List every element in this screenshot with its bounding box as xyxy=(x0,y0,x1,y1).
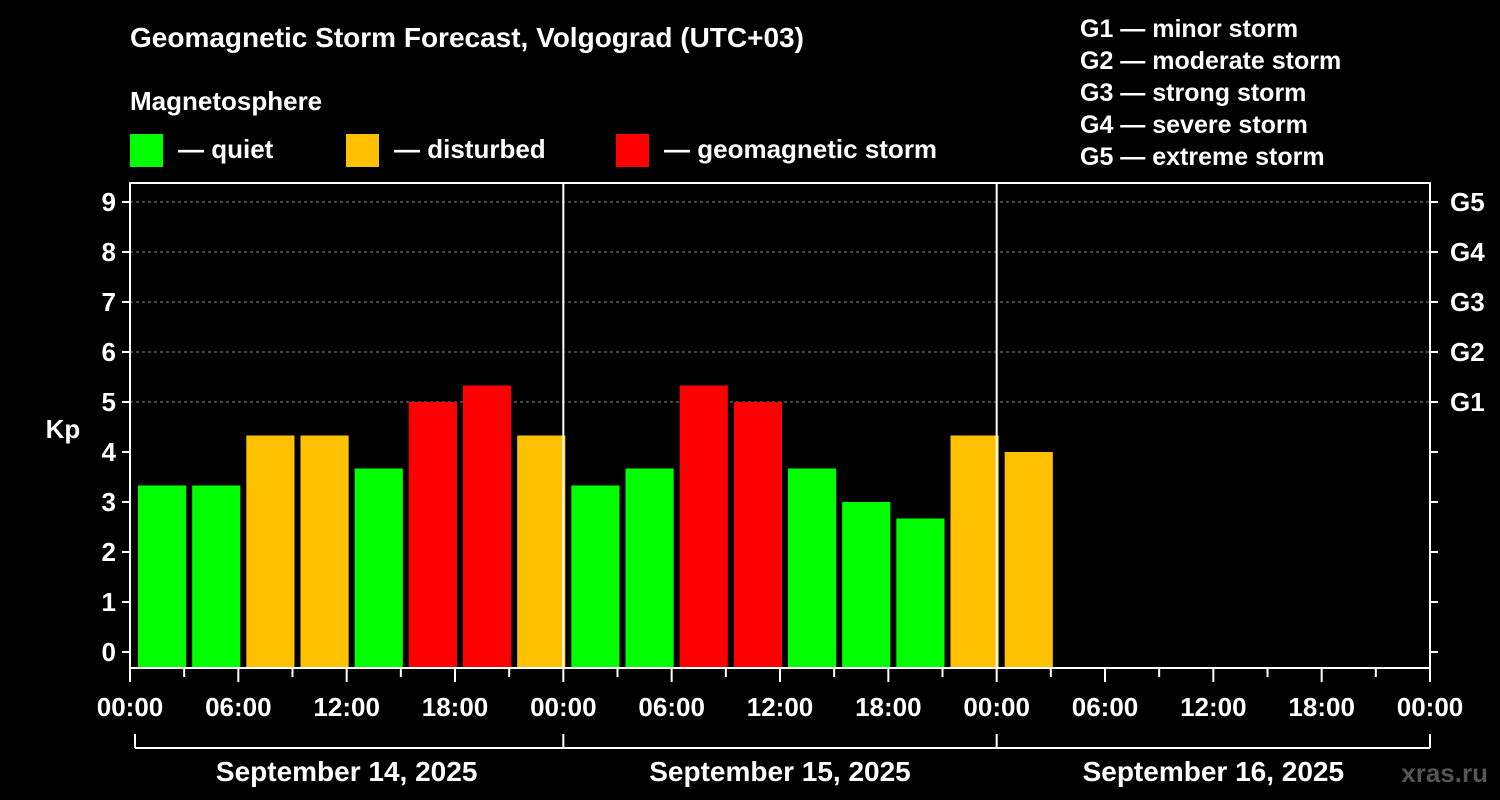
right-tick-label-g4: G4 xyxy=(1450,237,1485,267)
bar-0 xyxy=(138,485,187,668)
bar-1 xyxy=(192,485,241,668)
legend-label-storm: — geomagnetic storm xyxy=(664,134,938,164)
day-label-2: September 16, 2025 xyxy=(1083,756,1345,787)
legend-swatch-disturbed xyxy=(346,134,379,167)
storm-scale-g3: G3 — strong storm xyxy=(1080,79,1307,107)
right-tick-label-g1: G1 xyxy=(1450,387,1485,417)
right-tick-label-g3: G3 xyxy=(1450,287,1485,317)
x-tick-label-8: 00:00 xyxy=(963,692,1030,722)
right-tick-label-g2: G2 xyxy=(1450,337,1485,367)
y-tick-label-0: 0 xyxy=(102,637,116,667)
legend-label-disturbed: — disturbed xyxy=(394,134,546,164)
bar-14 xyxy=(896,518,945,668)
x-tick-label-11: 18:00 xyxy=(1288,692,1355,722)
bar-13 xyxy=(842,502,891,668)
bar-10 xyxy=(679,385,728,668)
bar-8 xyxy=(571,485,620,668)
x-tick-label-1: 06:00 xyxy=(205,692,272,722)
bar-9 xyxy=(625,468,674,668)
magnetosphere-label: Magnetosphere xyxy=(130,86,323,116)
bar-5 xyxy=(408,402,457,668)
y-tick-label-7: 7 xyxy=(102,287,116,317)
bar-12 xyxy=(788,468,837,668)
legend-swatch-storm xyxy=(616,134,649,167)
legend-label-quiet: — quiet xyxy=(178,134,274,164)
right-tick-label-g5: G5 xyxy=(1450,187,1485,217)
bar-3 xyxy=(300,435,349,668)
bar-4 xyxy=(354,468,403,668)
y-tick-label-8: 8 xyxy=(102,237,116,267)
legend-swatch-quiet xyxy=(130,134,163,167)
y-tick-label-9: 9 xyxy=(102,187,116,217)
x-tick-label-6: 12:00 xyxy=(747,692,814,722)
y-tick-label-2: 2 xyxy=(102,537,116,567)
x-tick-label-4: 00:00 xyxy=(530,692,597,722)
y-tick-label-4: 4 xyxy=(102,437,117,467)
bar-7 xyxy=(517,435,566,668)
storm-scale-legend: G1 — minor storm G2 — moderate storm G3 … xyxy=(1080,13,1341,173)
y-tick-label-1: 1 xyxy=(102,587,116,617)
chart-title: Geomagnetic Storm Forecast, Volgograd (U… xyxy=(130,22,804,53)
watermark: xras.ru xyxy=(1401,758,1488,788)
y-axis-label: Kp xyxy=(46,414,81,444)
day-label-0: September 14, 2025 xyxy=(216,756,478,787)
day-label-1: September 15, 2025 xyxy=(649,756,911,787)
bar-2 xyxy=(246,435,295,668)
bar-6 xyxy=(463,385,512,668)
storm-scale-g1: G1 — minor storm xyxy=(1080,15,1299,43)
x-tick-label-2: 12:00 xyxy=(313,692,380,722)
x-tick-label-5: 06:00 xyxy=(638,692,705,722)
x-tick-label-0: 00:00 xyxy=(97,692,164,722)
bar-15 xyxy=(950,435,999,668)
y-tick-label-5: 5 xyxy=(102,387,116,417)
x-tick-label-7: 18:00 xyxy=(855,692,922,722)
storm-scale-g2: G2 — moderate storm xyxy=(1080,47,1342,75)
y-tick-label-3: 3 xyxy=(102,487,116,517)
storm-scale-g4: G4 — severe storm xyxy=(1080,111,1308,139)
x-tick-label-10: 12:00 xyxy=(1180,692,1247,722)
bar-11 xyxy=(733,402,782,668)
x-tick-label-12: 00:00 xyxy=(1397,692,1464,722)
x-tick-label-3: 18:00 xyxy=(422,692,489,722)
storm-scale-g5: G5 — extreme storm xyxy=(1080,143,1325,171)
x-tick-label-9: 06:00 xyxy=(1072,692,1139,722)
y-tick-label-6: 6 xyxy=(102,337,116,367)
bar-16 xyxy=(1004,452,1053,668)
